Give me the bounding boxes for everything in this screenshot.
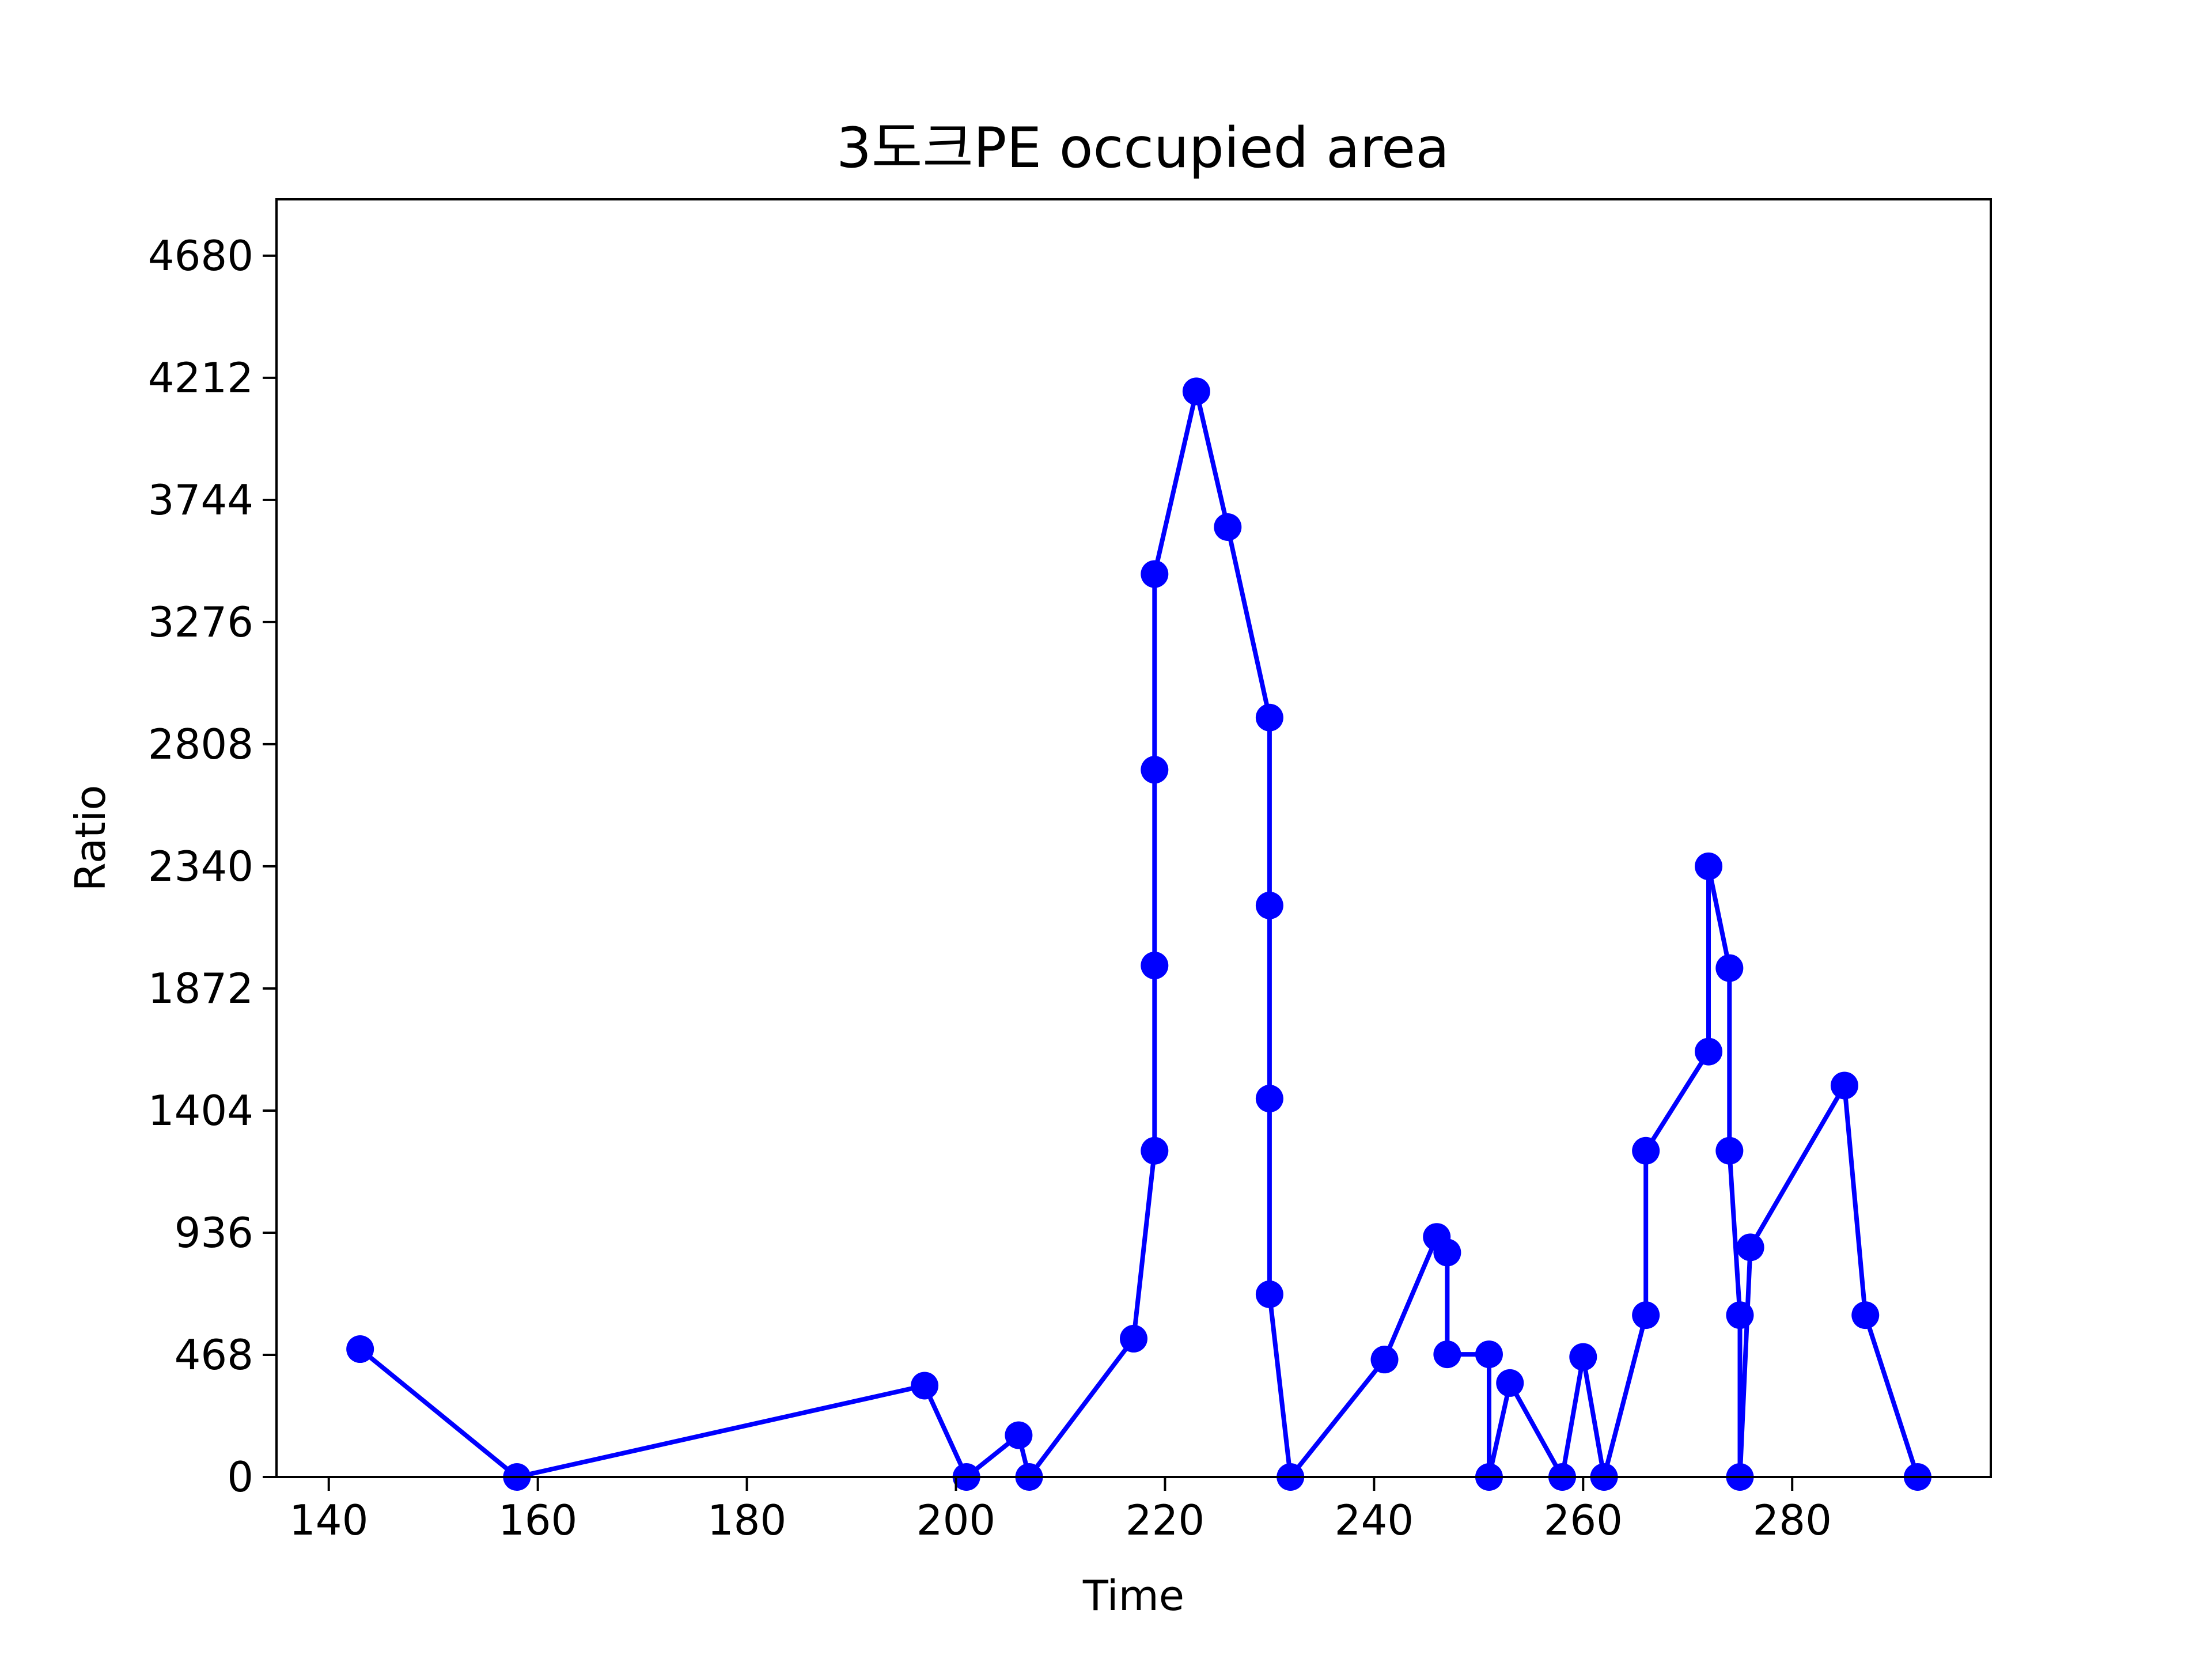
x-axis-label: Time [1082, 1571, 1184, 1620]
plot-area-frame [275, 198, 1992, 1478]
y-tick-label: 468 [175, 1331, 253, 1379]
data-point [1255, 1085, 1283, 1113]
data-point [1695, 852, 1723, 880]
data-point [1141, 560, 1169, 588]
y-tick-label: 3744 [148, 476, 253, 524]
x-tick-label: 260 [1544, 1496, 1623, 1544]
data-point [1141, 952, 1169, 980]
data-point [911, 1372, 939, 1400]
y-tick-label: 2808 [148, 720, 253, 768]
data-point [1726, 1301, 1754, 1330]
data-point [1715, 954, 1744, 982]
data-point [1141, 756, 1169, 784]
data-point [1851, 1301, 1880, 1330]
data-point [1695, 1037, 1723, 1066]
data-point [1715, 1137, 1744, 1165]
data-point [1433, 1340, 1461, 1369]
data-point [1370, 1346, 1399, 1374]
x-tick-label: 140 [289, 1496, 368, 1544]
x-tick-label: 200 [916, 1496, 995, 1544]
data-point [1255, 891, 1283, 919]
data-point [1830, 1071, 1858, 1100]
x-tick-label: 160 [498, 1496, 577, 1544]
y-tick-label: 4212 [148, 354, 253, 402]
data-point [1120, 1324, 1147, 1353]
data-point [1141, 1137, 1169, 1165]
data-point [1433, 1238, 1461, 1267]
y-tick-label: 1872 [148, 964, 253, 1013]
data-point [1632, 1301, 1660, 1330]
data-point [1255, 703, 1283, 732]
axes: 140 160 180 200 220 240 260 280 0 468 936 1404 1872 2… [148, 232, 1832, 1544]
data-point [1632, 1137, 1660, 1165]
y-tick-label: 4680 [148, 232, 253, 280]
x-tick-label: 180 [707, 1496, 786, 1544]
y-tick-label: 2340 [148, 842, 253, 891]
chart-title: 3도크PE occupied area [836, 116, 1449, 180]
data-point [1255, 1280, 1283, 1308]
x-tick-label: 280 [1753, 1496, 1832, 1544]
y-tick-label: 1404 [148, 1086, 253, 1135]
data-point [1182, 377, 1210, 406]
data-point [1569, 1343, 1597, 1371]
y-tick-label: 3276 [148, 598, 253, 646]
data-point [1005, 1421, 1033, 1449]
data-point [1214, 513, 1242, 541]
plot-marks [346, 377, 1931, 1491]
data-point [346, 1335, 374, 1363]
data-point [1736, 1233, 1764, 1262]
x-tick-label: 220 [1126, 1496, 1205, 1544]
data-point [1496, 1369, 1524, 1397]
y-tick-label: 936 [175, 1209, 253, 1257]
y-axis-label: Ratio [66, 785, 115, 892]
y-tick-label: 0 [227, 1453, 253, 1501]
data-point [1475, 1340, 1503, 1369]
x-tick-label: 240 [1335, 1496, 1414, 1544]
